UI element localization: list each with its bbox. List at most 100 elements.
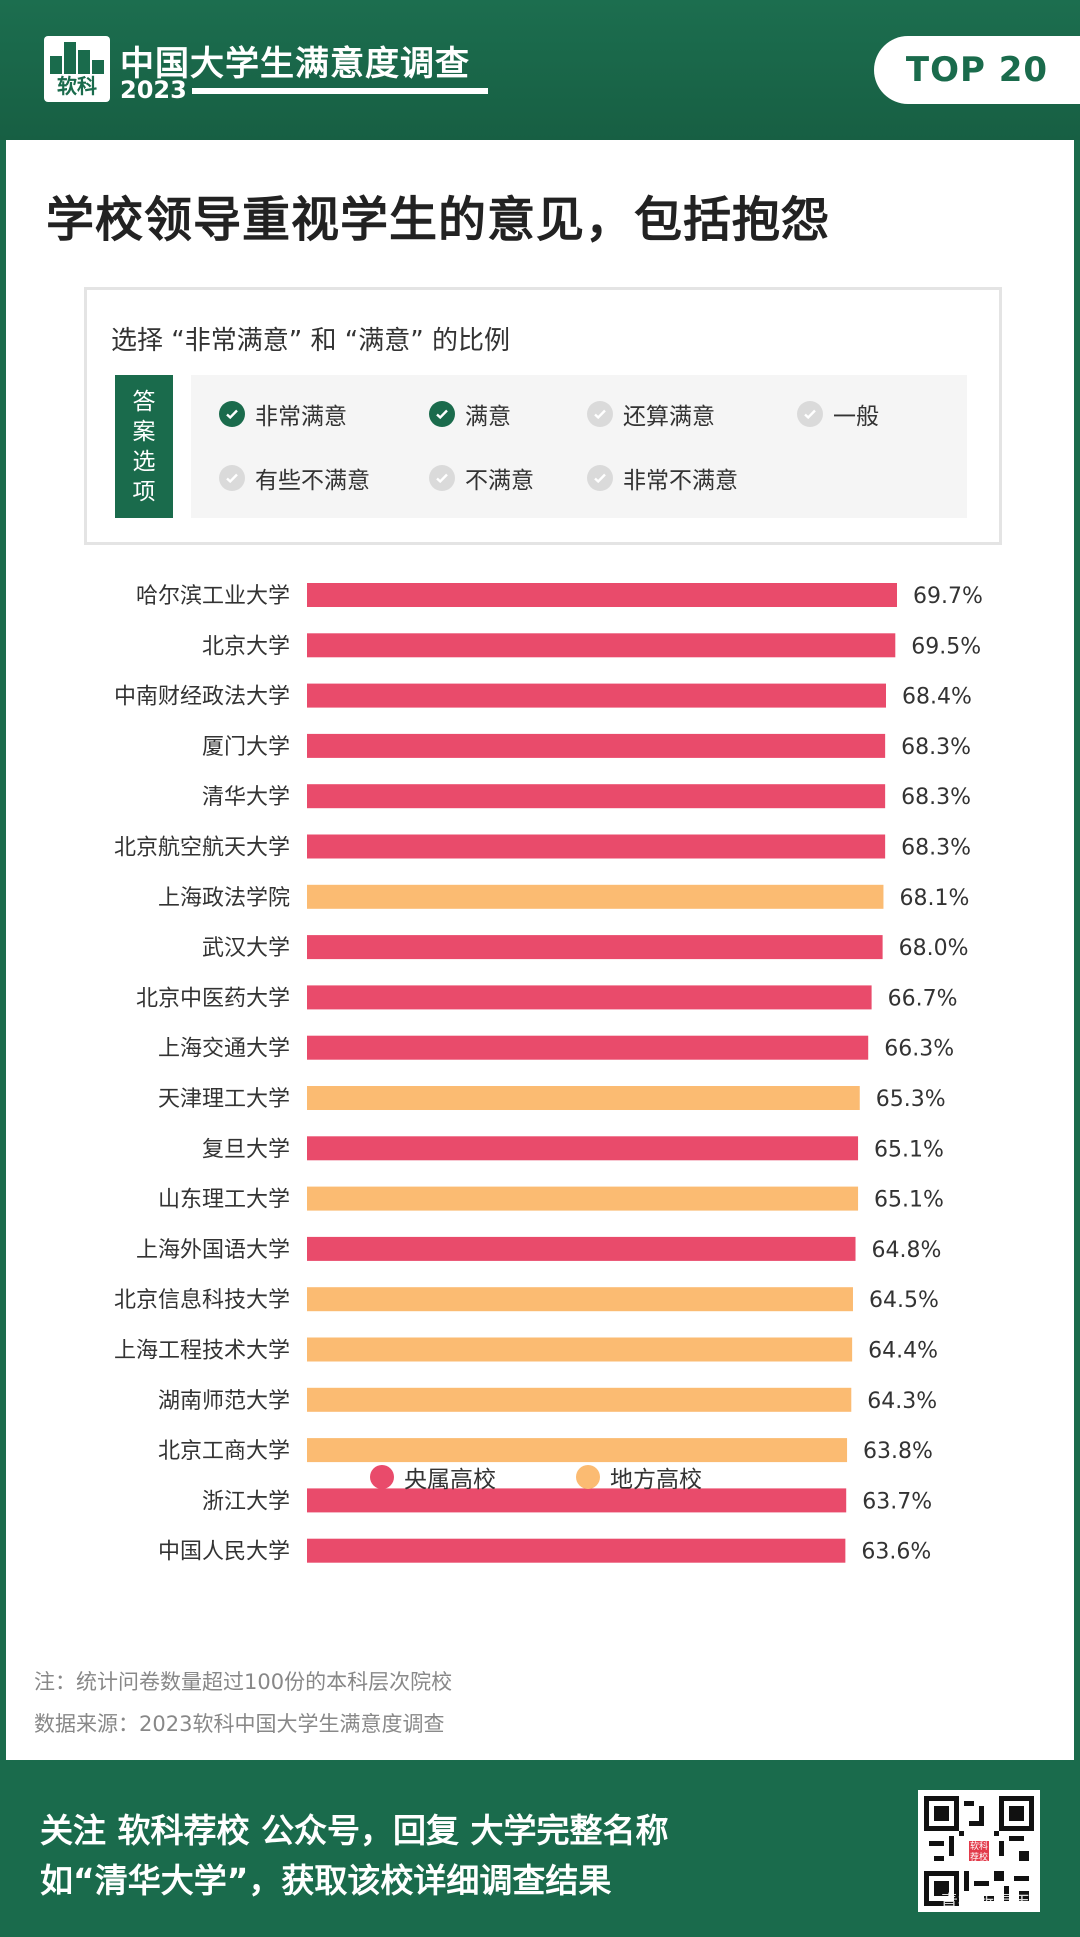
category-label: 北京大学 [202, 634, 290, 659]
legend-central-label: 央属高校 [404, 1467, 496, 1493]
qr-center-logo: 软科荐校 [967, 1839, 991, 1863]
title-underline [192, 88, 488, 94]
value-label: 68.3% [901, 735, 971, 760]
top-badge: TOP 20 [874, 36, 1080, 104]
bar [307, 1438, 848, 1463]
check-icon [587, 465, 613, 491]
bar [307, 884, 884, 909]
category-label: 复旦大学 [202, 1137, 290, 1162]
option-label: 有些不满意 [255, 468, 370, 494]
bar [307, 1538, 846, 1563]
option-satisfied: 满意 [429, 397, 511, 431]
category-label: 天津理工大学 [158, 1087, 290, 1112]
value-label: 64.3% [867, 1389, 937, 1414]
logo-bars-icon [50, 42, 104, 74]
bar [307, 733, 886, 758]
bar [307, 1287, 853, 1312]
value-label: 63.6% [861, 1540, 931, 1565]
category-label: 清华大学 [202, 785, 290, 810]
category-label: 哈尔滨工业大学 [136, 584, 290, 609]
survey-year: 2023 [120, 76, 187, 104]
option-label: 还算满意 [623, 404, 715, 430]
legend-local-label: 地方高校 [610, 1467, 702, 1493]
category-label: 北京航空航天大学 [114, 836, 290, 861]
category-label: 湖南师范大学 [158, 1389, 290, 1414]
watermark-caption: 青报新青年 [940, 1892, 1030, 1913]
value-label: 69.7% [913, 584, 983, 609]
footer-line-1: 关注 软科荐校 公众号，回复 大学完整名称 [40, 1811, 669, 1850]
value-label: 65.3% [876, 1087, 946, 1112]
value-label: 68.3% [901, 836, 971, 861]
data-source: 数据来源：2023软科中国大学生满意度调查 [34, 1712, 445, 1736]
value-label: 68.4% [902, 685, 972, 710]
option-very-satisfied: 非常满意 [219, 397, 347, 431]
value-label: 66.7% [888, 986, 958, 1011]
category-label: 浙江大学 [202, 1489, 290, 1514]
bar [307, 1086, 860, 1110]
option-very-dissatisfied: 非常不满意 [587, 461, 738, 495]
footer-line-2: 如“清华大学”，获取该校详细调查结果 [40, 1861, 612, 1900]
value-label: 68.1% [899, 886, 969, 911]
bar [307, 1236, 856, 1261]
bar [307, 583, 897, 607]
options-tag: 答案选项 [115, 375, 173, 518]
qr-code[interactable]: 软科荐校 [918, 1790, 1040, 1912]
legend-central-dot [370, 1465, 394, 1489]
option-fairly-satisfied: 还算满意 [587, 397, 715, 431]
survey-title: 中国大学生满意度调查 [120, 44, 470, 84]
category-label: 北京信息科技大学 [114, 1288, 290, 1313]
bar [307, 683, 886, 708]
bar [307, 985, 872, 1010]
legend-central: 央属高校 [370, 1460, 496, 1494]
value-label: 63.7% [862, 1489, 932, 1514]
category-label: 上海工程技术大学 [114, 1339, 290, 1364]
legend-local-dot [576, 1465, 600, 1489]
bar [307, 1337, 853, 1362]
check-icon [587, 401, 613, 427]
footnote: 注：统计问卷数量超过100份的本科层次院校 [34, 1670, 453, 1694]
option-label: 非常不满意 [623, 468, 738, 494]
check-icon [219, 465, 245, 491]
category-label: 上海交通大学 [158, 1037, 290, 1062]
bar [307, 784, 886, 809]
value-label: 65.1% [874, 1188, 944, 1213]
bar [307, 1136, 859, 1161]
question-title: 学校领导重视学生的意见，包括抱怨 [46, 192, 831, 248]
bar [307, 935, 883, 960]
category-label: 北京中医药大学 [136, 986, 290, 1011]
category-label: 山东理工大学 [158, 1188, 290, 1213]
bar [307, 834, 886, 859]
value-label: 68.3% [901, 785, 971, 810]
bar [307, 633, 896, 658]
check-icon [219, 401, 245, 427]
option-neutral: 一般 [797, 397, 879, 431]
value-label: 66.3% [884, 1037, 954, 1062]
category-label: 武汉大学 [202, 936, 290, 961]
category-label: 中国人民大学 [158, 1540, 290, 1565]
criteria-box: 选择 “非常满意” 和 “满意” 的比例 答案选项 非常满意 满意 还算满意 一… [84, 287, 1002, 545]
value-label: 69.5% [911, 634, 981, 659]
category-label: 厦门大学 [202, 735, 290, 760]
category-label: 北京工商大学 [158, 1439, 290, 1464]
option-dissatisfied: 不满意 [429, 461, 534, 495]
category-label: 上海外国语大学 [136, 1238, 290, 1263]
logo-text: 软科 [57, 74, 97, 98]
value-label: 64.8% [872, 1238, 942, 1263]
value-label: 64.4% [868, 1339, 938, 1364]
ruanke-logo: 软科 [44, 36, 110, 102]
value-label: 64.5% [869, 1288, 939, 1313]
value-label: 65.1% [874, 1137, 944, 1162]
bar [307, 1035, 869, 1060]
check-icon [429, 401, 455, 427]
bar [307, 1488, 847, 1513]
qr-pattern-icon [924, 1796, 1034, 1906]
option-label: 非常满意 [255, 404, 347, 430]
bar [307, 1186, 859, 1211]
option-label: 满意 [465, 404, 511, 430]
value-label: 68.0% [899, 936, 969, 961]
check-icon [797, 401, 823, 427]
bar [307, 1387, 852, 1412]
option-somewhat-dissatisfied: 有些不满意 [219, 461, 370, 495]
criteria-title: 选择 “非常满意” 和 “满意” 的比例 [111, 326, 510, 356]
